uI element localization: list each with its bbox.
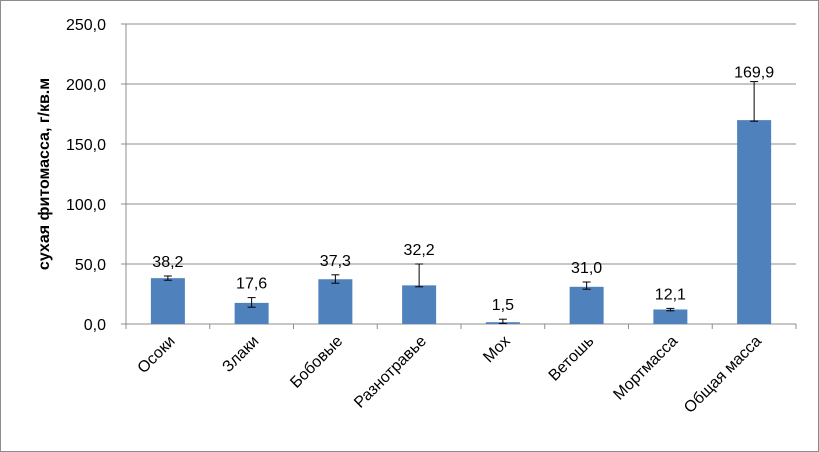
data-label: 38,2 <box>152 254 183 271</box>
bars <box>150 120 772 325</box>
data-labels: 38,2 17,6 37,3 32,2 1,5 31,0 12,1 169,9 <box>152 65 774 315</box>
bar <box>234 302 269 324</box>
category-label: Разнотравье <box>351 333 430 412</box>
y-tick-labels: 0,0 50,0 100,0 150,0 200,0 250,0 <box>66 17 106 334</box>
category-labels: Осоки Злаки Бобовые Разнотравье Мох Ветошь Мор… <box>135 333 765 417</box>
category-label: Осоки <box>135 333 179 377</box>
y-tick-label: 50,0 <box>75 257 106 274</box>
bar <box>150 278 185 324</box>
gridlines <box>126 23 796 265</box>
category-label: Мох <box>480 333 513 366</box>
bar <box>569 286 604 324</box>
bar <box>318 279 353 324</box>
data-label: 17,6 <box>236 276 267 293</box>
category-label: Общая масса <box>681 333 765 417</box>
y-tick-label: 250,0 <box>66 17 106 34</box>
y-tick-label: 200,0 <box>66 77 106 94</box>
y-axis-title: сухая фитомасса, г/кв.м <box>36 78 53 270</box>
category-label: Бобовые <box>287 333 346 392</box>
data-label: 31,0 <box>571 260 602 277</box>
axes <box>121 23 797 329</box>
category-label: Злаки <box>219 333 262 376</box>
bar <box>653 309 688 324</box>
category-label: Мортмасса <box>610 333 681 404</box>
data-label: 32,2 <box>404 242 435 259</box>
y-tick-label: 100,0 <box>66 197 106 214</box>
y-tick-label: 150,0 <box>66 137 106 154</box>
data-label: 37,3 <box>320 253 351 270</box>
error-bars <box>163 81 759 324</box>
category-label: Ветошь <box>546 333 598 385</box>
data-label: 1,5 <box>492 297 514 314</box>
data-label: 12,1 <box>655 286 686 303</box>
bar <box>737 120 772 325</box>
data-label: 169,9 <box>734 65 774 82</box>
bar <box>402 285 437 324</box>
y-tick-label: 0,0 <box>84 317 106 334</box>
